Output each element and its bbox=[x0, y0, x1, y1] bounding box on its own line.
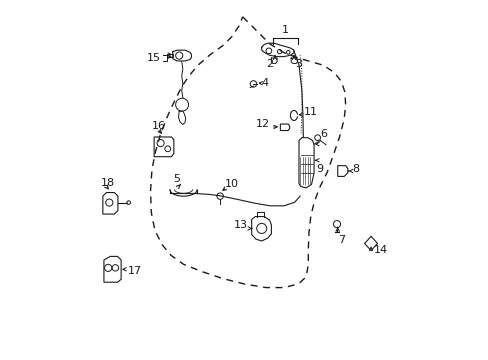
Text: 14: 14 bbox=[373, 245, 387, 255]
Text: 6: 6 bbox=[320, 129, 327, 139]
Text: 13: 13 bbox=[234, 220, 247, 230]
Text: 2: 2 bbox=[266, 59, 273, 69]
Text: 5: 5 bbox=[173, 174, 180, 184]
Text: 12: 12 bbox=[256, 120, 270, 129]
Text: 18: 18 bbox=[100, 178, 114, 188]
Text: 8: 8 bbox=[351, 164, 359, 174]
Text: 17: 17 bbox=[128, 266, 142, 276]
Text: 7: 7 bbox=[338, 234, 345, 244]
Text: 9: 9 bbox=[316, 164, 323, 174]
Text: 15: 15 bbox=[147, 53, 161, 63]
Text: 10: 10 bbox=[224, 179, 238, 189]
Text: 4: 4 bbox=[261, 78, 268, 88]
Text: 16: 16 bbox=[152, 121, 166, 131]
Text: 11: 11 bbox=[303, 107, 317, 117]
Text: 3: 3 bbox=[295, 59, 302, 69]
Text: 1: 1 bbox=[281, 25, 288, 35]
